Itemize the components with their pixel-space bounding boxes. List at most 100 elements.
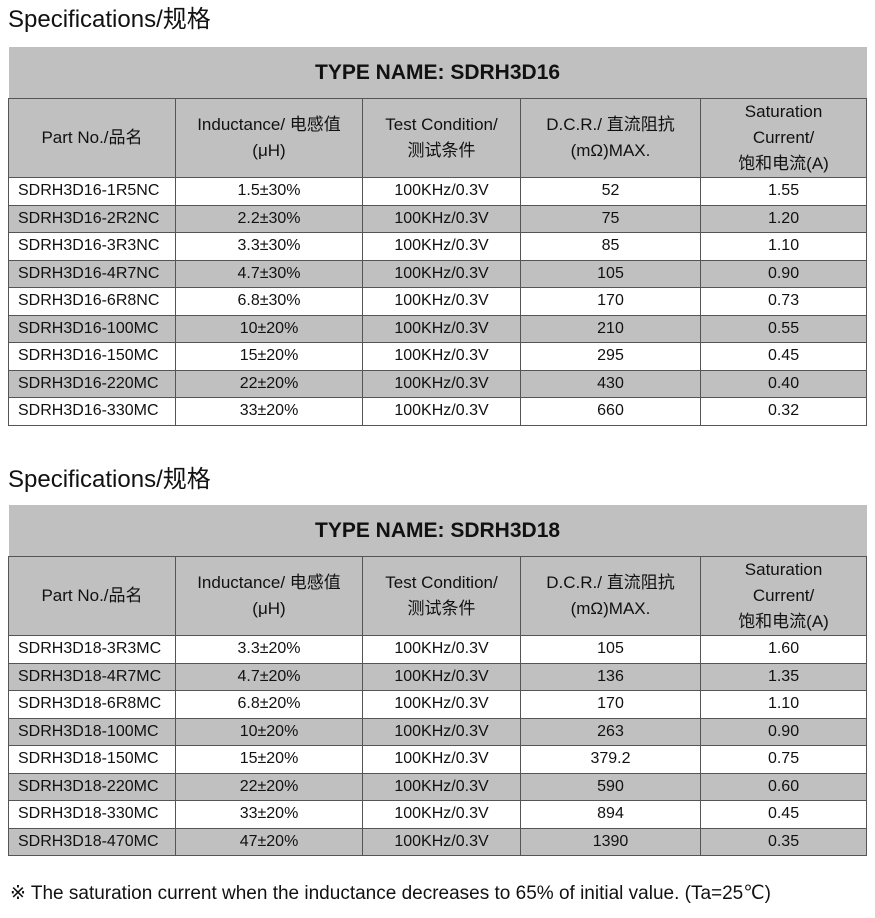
- header-test-condition: Test Condition/测试条件: [362, 98, 521, 178]
- spec-table: TYPE NAME: SDRH3D18 Part No./品名 Inductan…: [8, 505, 868, 856]
- table-cell: SDRH3D16-6R8NC: [8, 287, 176, 316]
- table-cell: 33±20%: [175, 397, 363, 426]
- header-text: 测试条件: [407, 599, 476, 618]
- table-cell: 105: [520, 259, 701, 288]
- table-cell: 100KHz/0.3V: [362, 369, 521, 398]
- table-cell: 2.2±30%: [175, 204, 363, 233]
- table-row: SDRH3D16-4R7NC 4.7±30% 100KHz/0.3V 105 0.90: [8, 259, 868, 288]
- table-cell: 1.10: [699, 232, 868, 261]
- table-cell: 3.3±20%: [175, 635, 363, 664]
- table-cell: 6.8±20%: [175, 690, 363, 719]
- table-cell: 0.73: [699, 287, 868, 316]
- table-cell: 33±20%: [175, 800, 363, 829]
- table-cell: 1.20: [699, 204, 868, 233]
- table-cell: 660: [520, 397, 701, 426]
- table-cell: 10±20%: [175, 717, 363, 746]
- table-cell: 100KHz/0.3V: [362, 287, 521, 316]
- table-cell: 100KHz/0.3V: [362, 800, 521, 829]
- header-text: Inductance/ 电感值: [197, 115, 341, 134]
- spec-table: TYPE NAME: SDRH3D16 Part No./品名 Inductan…: [8, 47, 868, 426]
- type-name: TYPE NAME: SDRH3D18: [8, 505, 867, 557]
- header-text: (μH): [252, 599, 286, 618]
- table-cell: SDRH3D16-1R5NC: [8, 177, 176, 206]
- header-text: (mΩ)MAX.: [570, 141, 651, 160]
- header-dcr: D.C.R./ 直流阻抗 (mΩ)MAX.: [520, 98, 701, 178]
- table-cell: SDRH3D16-3R3NC: [8, 232, 176, 261]
- table-cell: 15±20%: [175, 342, 363, 371]
- table-cell: SDRH3D16-150MC: [8, 342, 176, 371]
- table-cell: 0.45: [699, 800, 868, 829]
- table-cell: SDRH3D18-470MC: [8, 827, 176, 856]
- table-cell: 210: [520, 314, 701, 343]
- table-cell: SDRH3D18-6R8MC: [8, 690, 176, 719]
- table-cell: 100KHz/0.3V: [362, 662, 521, 691]
- table-cell: 0.90: [699, 717, 868, 746]
- table-row: SDRH3D16-100MC 10±20% 100KHz/0.3V 210 0.55: [8, 314, 868, 343]
- table-cell: SDRH3D16-330MC: [8, 397, 176, 426]
- table-cell: 1.60: [699, 635, 868, 664]
- header-text: D.C.R./ 直流阻抗: [546, 115, 675, 134]
- header-text: 测试条件: [407, 141, 476, 160]
- table-cell: 100KHz/0.3V: [362, 314, 521, 343]
- table-cell: 430: [520, 369, 701, 398]
- table-cell: 4.7±20%: [175, 662, 363, 691]
- table-cell: 3.3±30%: [175, 232, 363, 261]
- table-cell: 100KHz/0.3V: [362, 690, 521, 719]
- table-cell: 0.35: [699, 827, 868, 856]
- table-row: SDRH3D18-100MC 10±20% 100KHz/0.3V 263 0.90: [8, 717, 868, 746]
- table-row: SDRH3D18-470MC 47±20% 100KHz/0.3V 1390 0.35: [8, 827, 868, 856]
- header-text: Inductance/ 电感值: [197, 573, 341, 592]
- header-text: (μH): [252, 141, 286, 160]
- table-cell: SDRH3D16-220MC: [8, 369, 176, 398]
- table-cell: 75: [520, 204, 701, 233]
- header-dcr: D.C.R./ 直流阻抗 (mΩ)MAX.: [520, 556, 701, 636]
- table-cell: SDRH3D16-100MC: [8, 314, 176, 343]
- header-inductance: Inductance/ 电感值 (μH): [175, 98, 363, 178]
- header-test-condition: Test Condition/测试条件: [362, 556, 521, 636]
- header-part-no: Part No./品名: [8, 98, 176, 178]
- table-cell: 100KHz/0.3V: [362, 342, 521, 371]
- section-heading: Specifications/规格: [8, 6, 211, 33]
- table-cell: 100KHz/0.3V: [362, 397, 521, 426]
- section-heading: Specifications/规格: [8, 466, 211, 493]
- header-text: Test Condition/: [385, 573, 498, 592]
- table-cell: 136: [520, 662, 701, 691]
- table-cell: 100KHz/0.3V: [362, 827, 521, 856]
- table-cell: 1.10: [699, 690, 868, 719]
- table-cell: SDRH3D18-3R3MC: [8, 635, 176, 664]
- table-cell: 1.5±30%: [175, 177, 363, 206]
- header-saturation-current: Saturation Current/饱和电流(A): [699, 556, 868, 636]
- header-text: 饱和电流(A): [738, 612, 829, 631]
- table-row: SDRH3D16-150MC 15±20% 100KHz/0.3V 295 0.45: [8, 342, 868, 371]
- table-cell: 0.32: [699, 397, 868, 426]
- table-cell: 10±20%: [175, 314, 363, 343]
- table-cell: 47±20%: [175, 827, 363, 856]
- table-row: SDRH3D16-6R8NC 6.8±30% 100KHz/0.3V 170 0.73: [8, 287, 868, 316]
- table-row: SDRH3D16-220MC 22±20% 100KHz/0.3V 430 0.40: [8, 369, 868, 398]
- header-text: Current/: [752, 586, 815, 605]
- header-text: 饱和电流(A): [738, 154, 829, 173]
- table-cell: 0.40: [699, 369, 868, 398]
- table-row: SDRH3D18-4R7MC 4.7±20% 100KHz/0.3V 136 1.35: [8, 662, 868, 691]
- header-text: Current/: [752, 128, 815, 147]
- header-saturation-current: Saturation Current/饱和电流(A): [699, 98, 868, 178]
- table-cell: 100KHz/0.3V: [362, 635, 521, 664]
- table-cell: 1390: [520, 827, 701, 856]
- table-cell: 100KHz/0.3V: [362, 772, 521, 801]
- table-row: SDRH3D18-330MC 33±20% 100KHz/0.3V 894 0.45: [8, 800, 868, 829]
- table-row: SDRH3D16-2R2NC 2.2±30% 100KHz/0.3V 75 1.20: [8, 204, 868, 233]
- table-cell: 0.60: [699, 772, 868, 801]
- table-cell: 85: [520, 232, 701, 261]
- table-cell: 263: [520, 717, 701, 746]
- table-cell: 105: [520, 635, 701, 664]
- table-row: SDRH3D16-3R3NC 3.3±30% 100KHz/0.3V 85 1.10: [8, 232, 868, 261]
- table-cell: 170: [520, 690, 701, 719]
- header-text: Saturation: [744, 102, 823, 121]
- table-row: SDRH3D18-6R8MC 6.8±20% 100KHz/0.3V 170 1.10: [8, 690, 868, 719]
- table-cell: 6.8±30%: [175, 287, 363, 316]
- table-cell: SDRH3D18-150MC: [8, 745, 176, 774]
- header-part-no: Part No./品名: [8, 556, 176, 636]
- header-inductance: Inductance/ 电感值 (μH): [175, 556, 363, 636]
- table-cell: 22±20%: [175, 369, 363, 398]
- table-cell: 100KHz/0.3V: [362, 204, 521, 233]
